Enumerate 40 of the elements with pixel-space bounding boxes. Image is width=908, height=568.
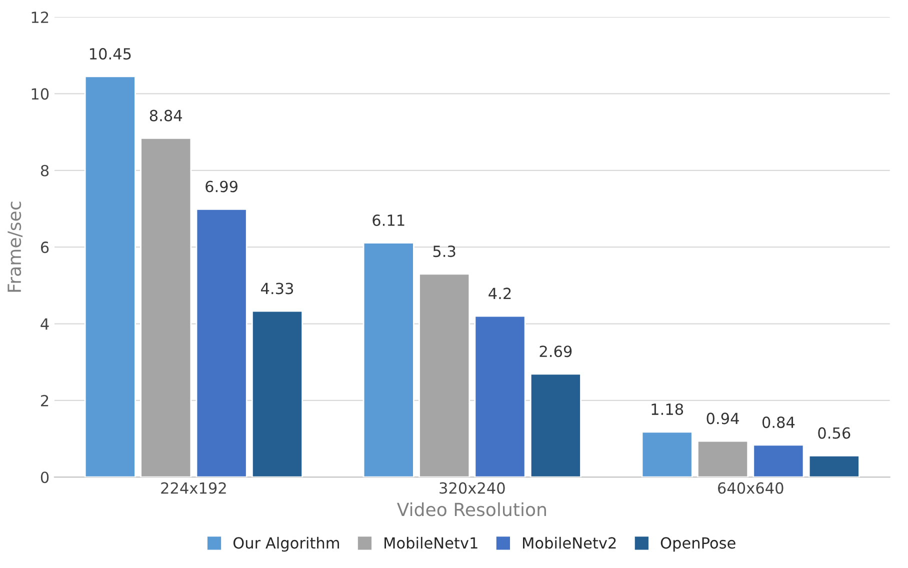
y-tick-label: 0 [40, 472, 49, 484]
x-tick-label: 320x240 [440, 482, 505, 494]
bar [474, 315, 526, 478]
x-axis-title: Video Resolution [396, 502, 546, 516]
data-label: 4.2 [488, 288, 511, 300]
bar [84, 76, 136, 478]
y-axis-title: Frame/sec [8, 202, 23, 292]
bar [697, 440, 749, 478]
data-label: 8.84 [150, 110, 182, 122]
data-label: 10.45 [90, 48, 131, 60]
y-tick-label: 10 [32, 88, 49, 100]
data-label: 1.18 [652, 403, 684, 416]
data-label: 2.69 [540, 346, 572, 358]
bar [251, 310, 303, 478]
data-label: 0.56 [818, 427, 850, 439]
y-tick-label: 4 [40, 318, 49, 330]
bar [196, 208, 248, 478]
bar [362, 242, 414, 478]
bar [418, 273, 470, 478]
legend-label: MobileNetv1 [384, 536, 478, 549]
legend-label: OpenPose [660, 537, 736, 552]
y-tick-label: 6 [40, 242, 49, 254]
x-tick-label: 224x192 [161, 482, 226, 494]
bar [641, 431, 693, 478]
x-tick-label: 640x640 [718, 482, 784, 494]
y-tick-label: 12 [32, 12, 48, 23]
legend-label: Our Algorithm [233, 536, 339, 552]
data-label: 6.11 [372, 214, 404, 226]
bar [808, 454, 860, 478]
legend-label: MobileNetv2 [523, 536, 616, 549]
y-tick-label: 8 [40, 164, 49, 176]
bar [140, 138, 192, 478]
data-label: 0.94 [706, 412, 739, 424]
data-label: 6.99 [206, 180, 238, 192]
data-label: 4.33 [260, 282, 294, 294]
bar [530, 373, 582, 478]
y-tick-label: 2 [41, 394, 48, 406]
data-label: 5.3 [433, 246, 456, 258]
data-label: 0.84 [762, 416, 795, 428]
bar [752, 444, 804, 478]
